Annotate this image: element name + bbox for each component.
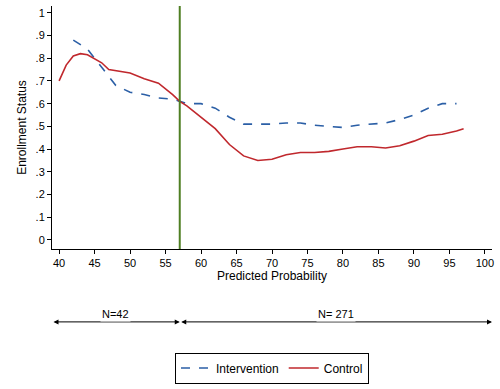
svg-text:60: 60 bbox=[195, 257, 207, 269]
svg-text:N=42: N=42 bbox=[102, 308, 129, 320]
svg-text:80: 80 bbox=[337, 257, 349, 269]
svg-text:0: 0 bbox=[39, 234, 45, 246]
svg-text:40: 40 bbox=[53, 257, 65, 269]
svg-text:55: 55 bbox=[159, 257, 171, 269]
svg-text:100: 100 bbox=[476, 257, 494, 269]
svg-text:N= 271: N= 271 bbox=[318, 308, 354, 320]
svg-text:Control: Control bbox=[324, 362, 363, 376]
svg-text:Enrollment Status: Enrollment Status bbox=[15, 80, 29, 175]
svg-text:.3: .3 bbox=[36, 166, 45, 178]
svg-text:50: 50 bbox=[124, 257, 136, 269]
svg-text:95: 95 bbox=[443, 257, 455, 269]
svg-text:Intervention: Intervention bbox=[216, 362, 279, 376]
svg-text:.5: .5 bbox=[36, 120, 45, 132]
svg-text:85: 85 bbox=[372, 257, 384, 269]
svg-text:45: 45 bbox=[88, 257, 100, 269]
svg-text:90: 90 bbox=[408, 257, 420, 269]
svg-text:70: 70 bbox=[266, 257, 278, 269]
svg-text:Predicted Probability: Predicted Probability bbox=[217, 269, 327, 283]
svg-text:.8: .8 bbox=[36, 52, 45, 64]
svg-text:75: 75 bbox=[301, 257, 313, 269]
svg-text:.1: .1 bbox=[36, 211, 45, 223]
svg-text:.2: .2 bbox=[36, 188, 45, 200]
svg-text:1: 1 bbox=[39, 7, 45, 19]
svg-text:.6: .6 bbox=[36, 98, 45, 110]
svg-text:65: 65 bbox=[230, 257, 242, 269]
svg-text:.7: .7 bbox=[36, 75, 45, 87]
svg-text:.9: .9 bbox=[36, 29, 45, 41]
svg-text:.4: .4 bbox=[36, 143, 45, 155]
